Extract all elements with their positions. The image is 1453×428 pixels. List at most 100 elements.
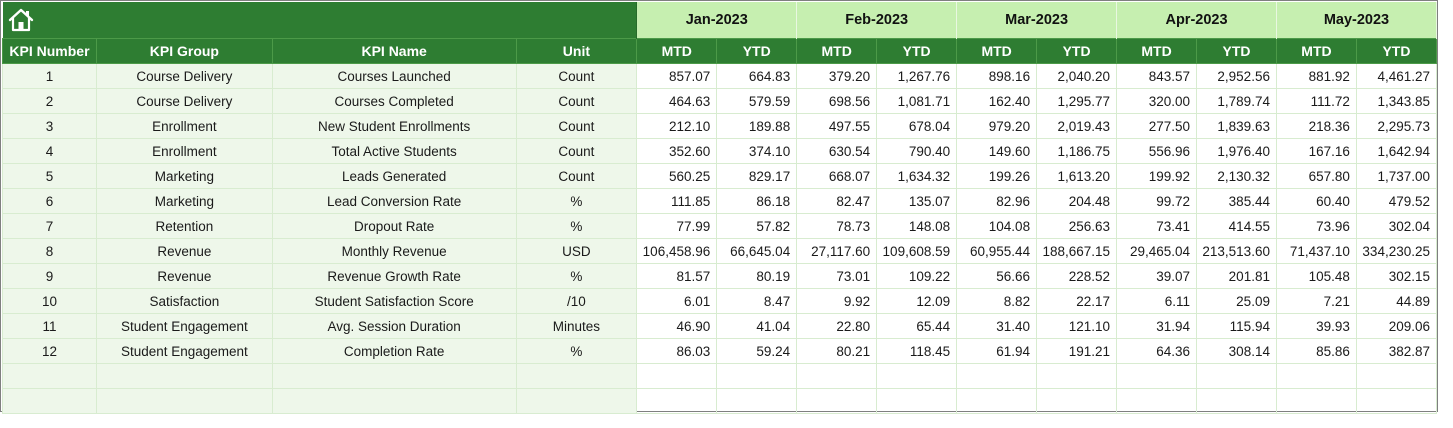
- ytd-value-cell[interactable]: 121.10: [1036, 313, 1118, 339]
- empty-cell[interactable]: [95, 388, 273, 414]
- ytd-value-cell[interactable]: 382.87: [1355, 338, 1438, 364]
- ytd-value-cell[interactable]: 4,461.27: [1355, 63, 1438, 89]
- ytd-value-cell[interactable]: 1,295.77: [1036, 88, 1118, 114]
- ytd-value-cell[interactable]: 2,019.43: [1036, 113, 1118, 139]
- kpi-name-cell[interactable]: New Student Enrollments: [271, 113, 517, 139]
- mtd-value-cell[interactable]: 71,437.10: [1275, 238, 1357, 264]
- mtd-value-cell[interactable]: 99.72: [1116, 188, 1197, 214]
- ytd-value-cell[interactable]: 213,513.60: [1196, 238, 1277, 264]
- ytd-value-cell[interactable]: 57.82: [716, 213, 798, 239]
- kpi-number-cell[interactable]: 8: [2, 238, 97, 264]
- mtd-value-cell[interactable]: 39.07: [1116, 263, 1197, 289]
- mtd-value-cell[interactable]: 61.94: [956, 338, 1038, 364]
- unit-cell[interactable]: /10: [515, 288, 638, 314]
- ytd-value-cell[interactable]: 1,789.74: [1196, 88, 1277, 114]
- empty-cell[interactable]: [271, 363, 517, 389]
- ytd-value-cell[interactable]: 66,645.04: [716, 238, 798, 264]
- ytd-value-cell[interactable]: 189.88: [716, 113, 798, 139]
- mtd-value-cell[interactable]: 29,465.04: [1116, 238, 1197, 264]
- kpi-number-cell[interactable]: 12: [2, 338, 97, 364]
- mtd-value-cell[interactable]: 111.85: [636, 188, 718, 214]
- unit-cell[interactable]: Minutes: [515, 313, 638, 339]
- ytd-value-cell[interactable]: 579.59: [716, 88, 798, 114]
- kpi-number-cell[interactable]: 7: [2, 213, 97, 239]
- mtd-value-cell[interactable]: 78.73: [796, 213, 878, 239]
- empty-cell[interactable]: [1196, 388, 1277, 414]
- ytd-value-cell[interactable]: 86.18: [716, 188, 798, 214]
- empty-cell[interactable]: [1036, 363, 1118, 389]
- mtd-value-cell[interactable]: 560.25: [636, 163, 718, 189]
- empty-cell[interactable]: [1116, 363, 1197, 389]
- empty-cell[interactable]: [716, 388, 798, 414]
- kpi-name-cell[interactable]: Avg. Session Duration: [271, 313, 517, 339]
- empty-cell[interactable]: [1036, 388, 1118, 414]
- kpi-number-cell[interactable]: 2: [2, 88, 97, 114]
- mtd-value-cell[interactable]: 64.36: [1116, 338, 1197, 364]
- empty-cell[interactable]: [1355, 363, 1438, 389]
- ytd-value-cell[interactable]: 12.09: [876, 288, 958, 314]
- mtd-value-cell[interactable]: 857.07: [636, 63, 718, 89]
- mtd-value-cell[interactable]: 630.54: [796, 138, 878, 164]
- mtd-value-cell[interactable]: 31.94: [1116, 313, 1197, 339]
- ytd-value-cell[interactable]: 1,186.75: [1036, 138, 1118, 164]
- unit-cell[interactable]: USD: [515, 238, 638, 264]
- mtd-value-cell[interactable]: 497.55: [796, 113, 878, 139]
- mtd-value-cell[interactable]: 104.08: [956, 213, 1038, 239]
- ytd-value-cell[interactable]: 1,343.85: [1355, 88, 1438, 114]
- unit-cell[interactable]: Count: [515, 88, 638, 114]
- ytd-value-cell[interactable]: 201.81: [1196, 263, 1277, 289]
- kpi-name-cell[interactable]: Leads Generated: [271, 163, 517, 189]
- empty-cell[interactable]: [796, 363, 878, 389]
- kpi-group-cell[interactable]: Course Delivery: [95, 88, 273, 114]
- mtd-value-cell[interactable]: 73.96: [1275, 213, 1357, 239]
- empty-cell[interactable]: [876, 388, 958, 414]
- ytd-value-cell[interactable]: 1,976.40: [1196, 138, 1277, 164]
- mtd-value-cell[interactable]: 73.41: [1116, 213, 1197, 239]
- mtd-value-cell[interactable]: 212.10: [636, 113, 718, 139]
- ytd-value-cell[interactable]: 41.04: [716, 313, 798, 339]
- unit-cell[interactable]: Count: [515, 63, 638, 89]
- empty-cell[interactable]: [1275, 363, 1357, 389]
- empty-cell[interactable]: [271, 388, 517, 414]
- kpi-name-cell[interactable]: Courses Launched: [271, 63, 517, 89]
- mtd-value-cell[interactable]: 898.16: [956, 63, 1038, 89]
- ytd-value-cell[interactable]: 44.89: [1355, 288, 1438, 314]
- mtd-value-cell[interactable]: 6.11: [1116, 288, 1197, 314]
- ytd-value-cell[interactable]: 479.52: [1355, 188, 1438, 214]
- mtd-value-cell[interactable]: 39.93: [1275, 313, 1357, 339]
- ytd-value-cell[interactable]: 59.24: [716, 338, 798, 364]
- ytd-value-cell[interactable]: 109.22: [876, 263, 958, 289]
- ytd-value-cell[interactable]: 256.63: [1036, 213, 1118, 239]
- ytd-value-cell[interactable]: 2,040.20: [1036, 63, 1118, 89]
- mtd-value-cell[interactable]: 46.90: [636, 313, 718, 339]
- ytd-value-cell[interactable]: 118.45: [876, 338, 958, 364]
- ytd-value-cell[interactable]: 664.83: [716, 63, 798, 89]
- mtd-value-cell[interactable]: 167.16: [1275, 138, 1357, 164]
- ytd-value-cell[interactable]: 790.40: [876, 138, 958, 164]
- kpi-number-cell[interactable]: 4: [2, 138, 97, 164]
- mtd-value-cell[interactable]: 464.63: [636, 88, 718, 114]
- mtd-value-cell[interactable]: 60,955.44: [956, 238, 1038, 264]
- ytd-value-cell[interactable]: 115.94: [1196, 313, 1277, 339]
- kpi-name-cell[interactable]: Total Active Students: [271, 138, 517, 164]
- mtd-value-cell[interactable]: 56.66: [956, 263, 1038, 289]
- kpi-number-cell[interactable]: 9: [2, 263, 97, 289]
- mtd-value-cell[interactable]: 657.80: [1275, 163, 1357, 189]
- ytd-value-cell[interactable]: 334,230.25: [1355, 238, 1438, 264]
- empty-cell[interactable]: [1196, 363, 1277, 389]
- mtd-value-cell[interactable]: 60.40: [1275, 188, 1357, 214]
- ytd-value-cell[interactable]: 2,952.56: [1196, 63, 1277, 89]
- empty-cell[interactable]: [515, 388, 638, 414]
- ytd-value-cell[interactable]: 302.04: [1355, 213, 1438, 239]
- mtd-value-cell[interactable]: 277.50: [1116, 113, 1197, 139]
- mtd-value-cell[interactable]: 881.92: [1275, 63, 1357, 89]
- mtd-value-cell[interactable]: 86.03: [636, 338, 718, 364]
- mtd-value-cell[interactable]: 105.48: [1275, 263, 1357, 289]
- mtd-value-cell[interactable]: 149.60: [956, 138, 1038, 164]
- mtd-value-cell[interactable]: 199.92: [1116, 163, 1197, 189]
- mtd-value-cell[interactable]: 31.40: [956, 313, 1038, 339]
- unit-cell[interactable]: %: [515, 338, 638, 364]
- ytd-value-cell[interactable]: 414.55: [1196, 213, 1277, 239]
- ytd-value-cell[interactable]: 148.08: [876, 213, 958, 239]
- kpi-name-cell[interactable]: Dropout Rate: [271, 213, 517, 239]
